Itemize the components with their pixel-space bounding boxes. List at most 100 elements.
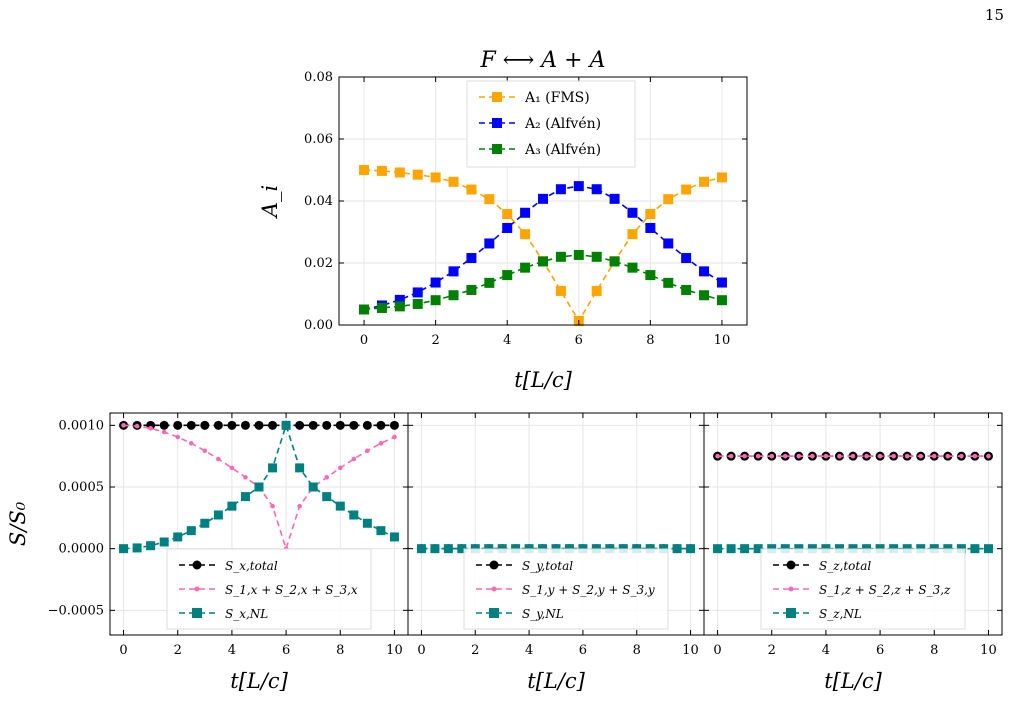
- data-point: [376, 165, 387, 176]
- data-point: [663, 277, 674, 288]
- legend-label: S_z,NL: [819, 607, 862, 621]
- data-point: [268, 420, 278, 430]
- x-tick-label: 8: [336, 643, 344, 658]
- data-point: [268, 463, 278, 473]
- data-point: [337, 465, 343, 471]
- data-point: [430, 277, 441, 288]
- data-point: [520, 207, 531, 218]
- x-tick-label: 10: [386, 643, 403, 658]
- data-point: [362, 420, 372, 430]
- legend: S_x,total S_1,x + S_2,x + S_3,x S_x,NL: [166, 548, 372, 630]
- data-point: [161, 429, 167, 435]
- data-point: [645, 209, 656, 220]
- data-point: [681, 184, 692, 195]
- data-point: [457, 544, 467, 554]
- data-point: [322, 420, 332, 430]
- x-tick-label: 0: [713, 643, 721, 658]
- chart-panel-3: 0 2 4 6 8 10 t[L/c] S_y,total S_1,y + S_2,y + S_…: [407, 412, 705, 693]
- data-point: [173, 420, 183, 430]
- data-point: [270, 503, 275, 509]
- data-point: [213, 420, 223, 430]
- data-point: [740, 544, 750, 554]
- data-point: [240, 420, 250, 430]
- data-point: [627, 207, 638, 218]
- data-point: [186, 420, 196, 430]
- data-point: [202, 448, 208, 454]
- legend-marker: [492, 144, 502, 154]
- x-tick-label: 2: [431, 333, 439, 348]
- data-point: [119, 544, 129, 554]
- data-point: [359, 304, 370, 315]
- data-point: [864, 453, 869, 459]
- data-point: [645, 270, 656, 281]
- data-point: [742, 453, 747, 459]
- data-point: [412, 287, 423, 298]
- data-point: [254, 420, 264, 430]
- data-point: [755, 453, 761, 459]
- chart-panel-1: 0 2 4 6 8 10 0.00 0.02 0.04 0.06 0.08 t[L/c] A_i F ⟷ …: [258, 48, 748, 392]
- legend-marker: [489, 608, 499, 618]
- data-point: [213, 510, 223, 520]
- data-point: [609, 193, 620, 204]
- data-point: [297, 503, 302, 509]
- chart-panel-4: 0 2 4 6 8 10 t[L/c] S_z,total S_1,z + S_2,z + S_…: [703, 412, 1003, 693]
- legend: S_y,total S_1,y + S_2,y + S_3,y S_y,NL: [463, 548, 669, 630]
- data-point: [335, 420, 345, 430]
- data-point: [148, 425, 153, 431]
- legend-marker: [489, 560, 499, 570]
- x-tick-label: 4: [503, 333, 511, 348]
- series-line: [364, 254, 723, 311]
- data-point: [394, 294, 405, 305]
- data-point: [796, 453, 802, 459]
- data-point: [627, 262, 638, 273]
- legend: S_z,total S_1,z + S_2,z + S_3,z S_z,NL: [760, 548, 966, 630]
- x-tick-label: 2: [174, 643, 182, 658]
- y-axis-label: S/S₀: [6, 501, 30, 546]
- data-point: [983, 544, 993, 554]
- y-tick-label: 0.04: [304, 194, 333, 209]
- data-point: [573, 181, 584, 192]
- data-point: [591, 285, 602, 296]
- legend-label: S_1,y + S_2,y + S_3,y: [522, 583, 655, 597]
- y-tick-label: 0.02: [304, 256, 333, 271]
- x-tick-label: 2: [471, 643, 479, 658]
- data-point: [945, 453, 951, 459]
- data-point: [362, 518, 372, 528]
- data-point: [645, 222, 656, 233]
- x-tick-label: 10: [714, 333, 731, 348]
- data-point: [672, 544, 682, 554]
- data-point: [681, 253, 692, 264]
- data-point: [132, 543, 142, 553]
- data-point: [769, 453, 775, 459]
- x-tick-label: 8: [646, 333, 654, 348]
- x-axis-label: t[L/c]: [514, 368, 572, 392]
- data-point: [918, 453, 924, 459]
- data-point: [308, 482, 318, 492]
- y-tick-label: −0.0005: [48, 603, 104, 618]
- x-axis-label: t[L/c]: [527, 669, 585, 693]
- data-point: [216, 456, 221, 462]
- data-point: [972, 453, 978, 459]
- data-point: [121, 423, 126, 428]
- legend-label: S_y,total: [522, 559, 573, 573]
- chart-panel-2: 0 2 4 6 8 10 −0.0005 0.0000 0.0005 0.0010 t[L/c] S/…: [6, 412, 409, 693]
- legend-label: S_z,total: [819, 559, 871, 573]
- legend-label: A₃ (Alfvén): [524, 142, 601, 158]
- data-point: [699, 176, 710, 187]
- legend-marker: [194, 586, 200, 592]
- data-point: [240, 492, 250, 502]
- data-point: [877, 453, 883, 459]
- x-tick-label: 4: [525, 643, 533, 658]
- data-point: [389, 532, 399, 542]
- x-tick-label: 4: [228, 643, 236, 658]
- legend-marker: [192, 560, 202, 570]
- x-tick-label: 6: [579, 643, 587, 658]
- x-tick-label: 0: [417, 643, 425, 658]
- legend-marker: [192, 608, 202, 618]
- data-point: [538, 256, 548, 267]
- data-point: [823, 453, 829, 459]
- data-point: [376, 526, 386, 536]
- data-point: [243, 475, 248, 480]
- data-point: [837, 453, 842, 459]
- data-point: [726, 544, 736, 554]
